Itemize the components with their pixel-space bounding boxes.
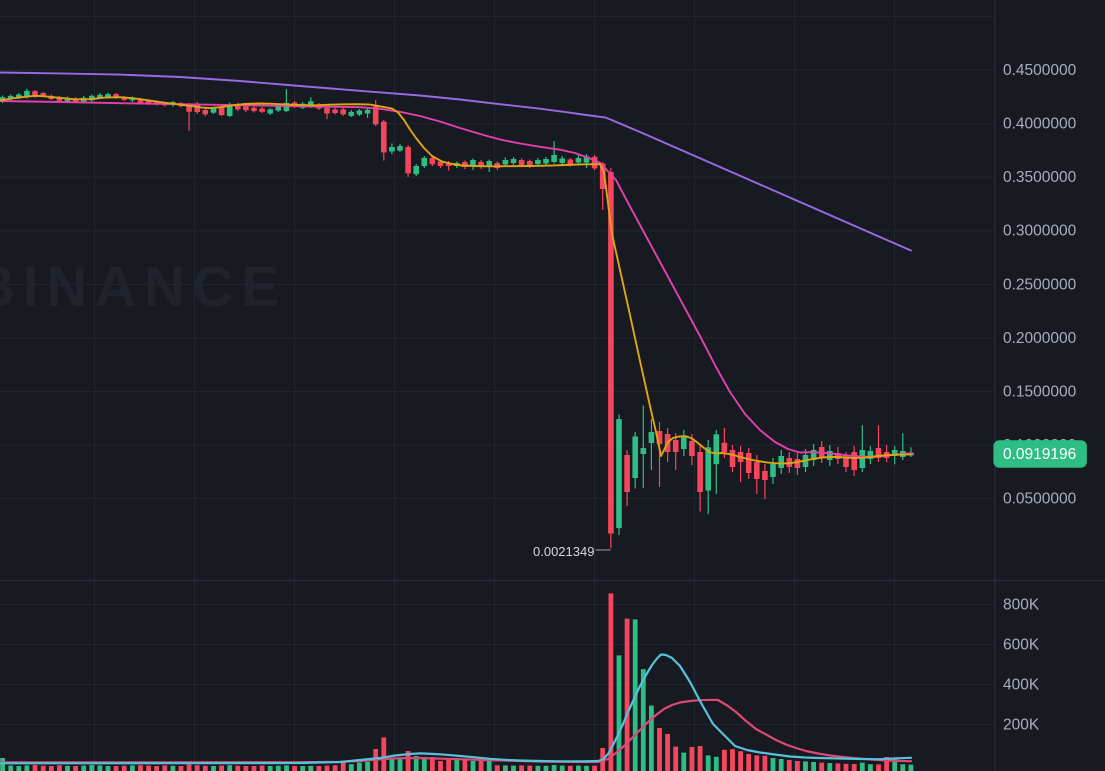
- svg-text:0.2500000: 0.2500000: [1003, 276, 1077, 293]
- svg-text:0.1500000: 0.1500000: [1003, 383, 1077, 400]
- svg-text:0.0500000: 0.0500000: [1003, 491, 1077, 508]
- svg-text:800K: 800K: [1003, 597, 1040, 614]
- svg-text:0.4000000: 0.4000000: [1003, 116, 1077, 133]
- svg-text:400K: 400K: [1003, 677, 1040, 694]
- svg-text:0.2000000: 0.2000000: [1003, 330, 1077, 347]
- svg-text:0.3500000: 0.3500000: [1003, 169, 1077, 186]
- svg-text:0.0919196: 0.0919196: [1003, 446, 1076, 463]
- svg-text:BINANCE: BINANCE: [0, 255, 287, 319]
- svg-text:0.0021349: 0.0021349: [533, 544, 594, 559]
- svg-text:200K: 200K: [1003, 717, 1040, 734]
- svg-text:0.3000000: 0.3000000: [1003, 223, 1077, 240]
- svg-text:0.4500000: 0.4500000: [1003, 62, 1077, 79]
- svg-text:600K: 600K: [1003, 637, 1040, 654]
